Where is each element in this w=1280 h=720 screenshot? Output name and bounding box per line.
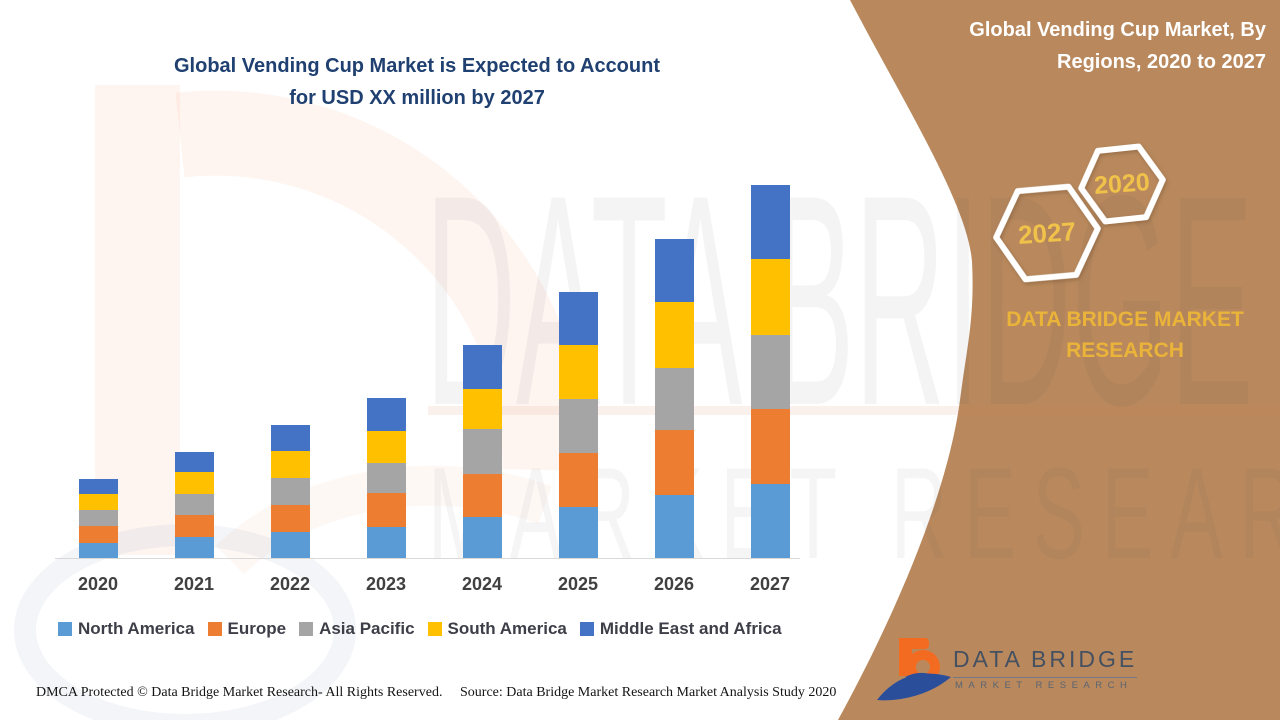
segment-south-america-2021 <box>174 472 214 494</box>
chart-title-line2: for USD XX million by 2027 <box>289 87 545 109</box>
legend-swatch-icon <box>58 622 72 636</box>
hexagon-2027-label: 2027 <box>1017 216 1077 250</box>
brand-text-line2: RESEARCH <box>1066 339 1184 362</box>
chart-legend: North America Europe Asia Pacific South Ame… <box>58 619 782 639</box>
x-axis-label-2020: 2020 <box>77 574 119 594</box>
segment-europe-2020 <box>78 526 118 543</box>
legend-item-south-america: South America <box>427 619 567 639</box>
data-bridge-b-icon <box>877 638 951 701</box>
segment-asia-pacific-2021 <box>174 494 214 515</box>
panel-title: Global Vending Cup Market, By Regions, 2… <box>924 14 1266 78</box>
bar-2021 <box>174 452 214 558</box>
legend-label: Middle East and Africa <box>599 619 782 638</box>
bar-2020 <box>78 479 118 558</box>
segment-asia-pacific-2024 <box>462 429 502 474</box>
segment-middle-east-and-africa-2026 <box>654 239 694 302</box>
segment-north-america-2021 <box>174 537 214 558</box>
segment-europe-2027 <box>750 409 790 484</box>
segment-europe-2021 <box>174 515 214 537</box>
bar-2025 <box>558 292 598 558</box>
legend-label: Europe <box>227 619 287 638</box>
segment-middle-east-and-africa-2020 <box>78 479 118 494</box>
logo-wordmark: DATA BRIDGE <box>953 646 1138 678</box>
legend-item-north-america: North America <box>58 619 195 639</box>
panel-title-line2: Regions, 2020 to 2027 <box>1057 51 1266 73</box>
legend-swatch-icon <box>207 622 222 636</box>
bar-2024 <box>462 345 502 558</box>
segment-asia-pacific-2022 <box>270 478 310 505</box>
segment-middle-east-and-africa-2021 <box>174 452 214 472</box>
hexagon-2020-label: 2020 <box>1093 168 1151 200</box>
segment-south-america-2025 <box>558 345 598 399</box>
chart-title: Global Vending Cup Market is Expected to… <box>97 50 737 114</box>
hexagon-2027 <box>993 183 1101 283</box>
segment-middle-east-and-africa-2022 <box>270 425 310 451</box>
x-axis-label-2021: 2021 <box>173 574 215 594</box>
bar-2027 <box>750 185 790 558</box>
segment-north-america-2024 <box>462 517 502 558</box>
segment-south-america-2026 <box>654 302 694 368</box>
segment-asia-pacific-2023 <box>366 463 406 493</box>
brand-text: DATA BRIDGE MARKET RESEARCH <box>975 304 1275 366</box>
x-axis-label-2025: 2025 <box>557 574 599 594</box>
segment-asia-pacific-2020 <box>78 510 118 526</box>
stacked-bar-chart <box>55 169 800 559</box>
segment-asia-pacific-2026 <box>654 368 694 430</box>
segment-middle-east-and-africa-2023 <box>366 398 406 431</box>
bar-2026 <box>654 239 694 558</box>
x-axis-label-2026: 2026 <box>653 574 695 594</box>
segment-north-america-2023 <box>366 527 406 558</box>
segment-north-america-2027 <box>750 484 790 558</box>
panel-title-line1: Global Vending Cup Market, By <box>969 19 1266 41</box>
source-note: Source: Data Bridge Market Research Mark… <box>460 685 837 700</box>
segment-south-america-2020 <box>78 494 118 510</box>
legend-item-europe: Europe <box>207 619 287 639</box>
segment-north-america-2020 <box>78 543 118 558</box>
segment-asia-pacific-2027 <box>750 335 790 409</box>
segment-south-america-2023 <box>366 431 406 463</box>
brand-text-line1: DATA BRIDGE MARKET <box>1006 308 1244 331</box>
segment-europe-2026 <box>654 430 694 495</box>
segment-middle-east-and-africa-2027 <box>750 185 790 259</box>
bar-2023 <box>366 398 406 558</box>
segment-south-america-2024 <box>462 389 502 429</box>
segment-middle-east-and-africa-2024 <box>462 345 502 389</box>
segment-europe-2025 <box>558 453 598 507</box>
segment-north-america-2025 <box>558 507 598 558</box>
chart-title-line1: Global Vending Cup Market is Expected to… <box>174 55 660 77</box>
segment-south-america-2027 <box>750 259 790 335</box>
hexagon-2020 <box>1078 143 1166 225</box>
legend-swatch-icon <box>579 622 594 636</box>
data-bridge-logo: DATA BRIDGE MARKET RESEARCH <box>875 630 1195 710</box>
segment-middle-east-and-africa-2025 <box>558 292 598 345</box>
x-axis-labels: 2020 2021 2022 2023 2024 2025 2026 2027 <box>55 574 800 596</box>
segment-asia-pacific-2025 <box>558 399 598 453</box>
legend-label: North America <box>78 619 195 638</box>
legend-label: South America <box>447 619 567 638</box>
segment-europe-2024 <box>462 474 502 517</box>
dmca-notice: DMCA Protected © Data Bridge Market Rese… <box>36 685 443 700</box>
legend-item-asia-pacific: Asia Pacific <box>299 619 415 639</box>
x-axis-label-2027: 2027 <box>749 574 791 594</box>
legend-item-middle-east-and-africa: Middle East and Africa <box>579 619 782 639</box>
x-axis-label-2023: 2023 <box>365 574 407 594</box>
legend-swatch-icon <box>299 622 314 636</box>
legend-swatch-icon <box>427 622 442 636</box>
x-axis-label-2024: 2024 <box>461 574 503 594</box>
x-axis-label-2022: 2022 <box>269 574 311 594</box>
logo-subtitle: MARKET RESEARCH <box>955 680 1133 691</box>
legend-label: Asia Pacific <box>319 619 415 638</box>
segment-north-america-2026 <box>654 495 694 558</box>
segment-europe-2022 <box>270 505 310 532</box>
segment-south-america-2022 <box>270 451 310 478</box>
segment-north-america-2022 <box>270 532 310 558</box>
bar-2022 <box>270 425 310 558</box>
segment-europe-2023 <box>366 493 406 527</box>
